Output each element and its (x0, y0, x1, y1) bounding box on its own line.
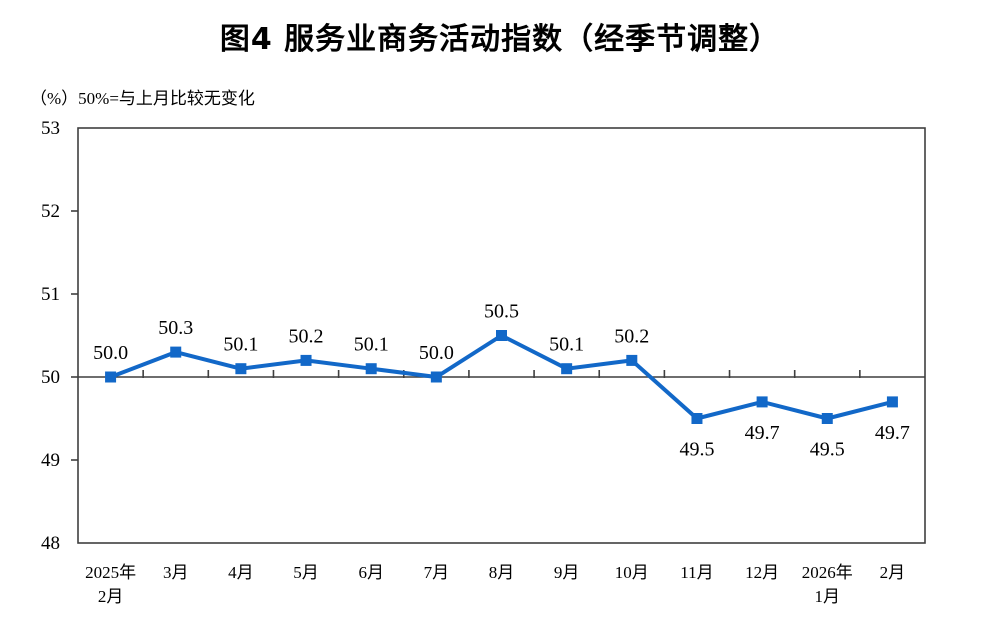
data-point-label: 49.7 (875, 422, 910, 444)
data-point-label: 49.7 (745, 422, 780, 444)
data-point-label: 49.5 (679, 439, 714, 461)
x-axis-category-label: 2月 (880, 563, 906, 582)
data-point-label: 49.5 (810, 439, 845, 461)
x-axis-category-label: 8月 (489, 563, 515, 582)
data-point-marker (365, 363, 377, 375)
data-point-label: 50.0 (93, 342, 128, 364)
x-axis-category-label: 6月 (358, 563, 384, 582)
data-point-marker (235, 363, 247, 375)
y-axis-tick-label: 48 (41, 533, 60, 554)
x-axis-category-label: 12月 (745, 563, 779, 582)
x-axis-category-label: 5月 (293, 563, 319, 582)
data-point-marker (756, 396, 768, 408)
data-point-marker (170, 346, 182, 358)
data-point-marker (886, 396, 898, 408)
data-point-marker (300, 354, 312, 366)
x-axis-category-label: 4月 (228, 563, 254, 582)
y-axis-tick-label: 51 (41, 284, 60, 305)
data-point-marker (430, 371, 442, 383)
axis-unit-note: （%）50%=与上月比较无变化 (30, 89, 255, 108)
data-point-label: 50.3 (158, 317, 193, 339)
data-point-marker (691, 413, 703, 424)
data-point-marker (105, 371, 117, 383)
x-axis-category-label: 2026年 (802, 563, 853, 582)
x-axis-category-label: 3月 (163, 563, 189, 582)
data-point-label: 50.1 (223, 334, 258, 356)
data-point-label: 50.0 (419, 342, 454, 364)
x-axis-category-label: 2025年 (85, 563, 136, 582)
plot-border (77, 127, 926, 544)
data-point-label: 50.1 (549, 334, 584, 356)
x-axis-category-label: 7月 (424, 563, 450, 582)
y-axis-tick-label: 53 (41, 118, 60, 139)
data-point-label: 50.2 (614, 325, 649, 347)
x-axis-category-label: 2月 (98, 587, 124, 606)
data-point-marker (496, 330, 507, 341)
y-axis-tick-label: 52 (41, 201, 60, 222)
y-axis-tick-label: 50 (41, 367, 60, 388)
x-axis-category-label: 10月 (615, 563, 649, 582)
x-axis-category-label: 9月 (554, 563, 580, 582)
data-point-label: 50.2 (289, 325, 324, 347)
y-axis-tick-label: 49 (41, 450, 60, 471)
chart-title: 图4 服务业商务活动指数（经季节调整） (219, 22, 781, 57)
data-point-marker (626, 354, 638, 366)
x-axis-category-label: 1月 (815, 587, 841, 606)
x-axis-category-label: 11月 (680, 563, 713, 582)
data-point-marker (821, 413, 833, 424)
data-point-label: 50.1 (354, 334, 389, 356)
data-point-marker (561, 363, 573, 375)
data-point-label: 50.5 (484, 301, 519, 323)
